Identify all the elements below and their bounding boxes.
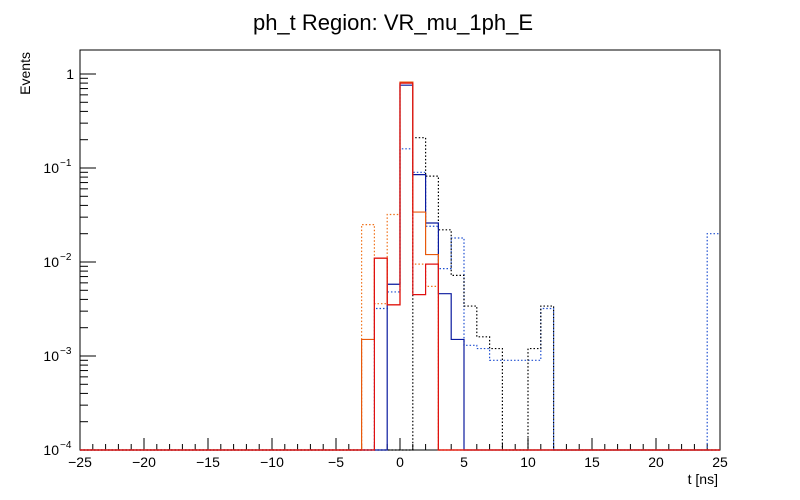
y-axis-ticks: 10 −410 −310 −210 −11 <box>43 66 96 458</box>
x-axis-ticks: −25 −20 −15 −10 −5 0 5 10 15 20 25 <box>68 438 728 470</box>
y-tick-label: 10 <box>43 442 59 458</box>
x-tick-label: 0 <box>396 454 404 470</box>
chart-title: ph_t Region: VR_mu_1ph_E <box>253 10 533 35</box>
x-tick-label: 10 <box>520 454 536 470</box>
series-layer <box>80 81 720 451</box>
histogram-bin <box>515 360 528 450</box>
histogram-bin <box>387 305 400 450</box>
x-tick-label: −15 <box>196 454 220 470</box>
y-tick-exponent: −4 <box>60 440 72 451</box>
y-tick-exponent: −3 <box>60 346 72 357</box>
histogram-bin <box>464 306 477 450</box>
x-tick-label: −10 <box>260 454 284 470</box>
histogram-bin <box>477 337 490 450</box>
x-tick-label: 20 <box>648 454 664 470</box>
histogram-bin <box>541 306 554 450</box>
y-tick-label: 10 <box>43 160 59 176</box>
y-axis-label: Events <box>17 52 33 95</box>
x-axis-label: t [ns] <box>688 471 718 487</box>
histogram-bin <box>451 339 464 450</box>
x-tick-label: 15 <box>584 454 600 470</box>
y-tick-exponent: −2 <box>60 252 72 263</box>
histogram-bin <box>400 83 413 450</box>
y-tick-label: 10 <box>43 348 59 364</box>
y-tick-exponent: −1 <box>60 158 72 169</box>
histogram-bin <box>374 258 387 450</box>
histogram-line <box>80 82 720 451</box>
x-tick-label: 25 <box>712 454 728 470</box>
histogram-bin <box>362 339 375 450</box>
y-tick-label: 10 <box>43 254 59 270</box>
histogram-bin <box>426 264 439 450</box>
histogram-bin <box>438 294 451 450</box>
series-red-solid <box>80 82 720 451</box>
x-tick-label: −20 <box>132 454 156 470</box>
histogram-bin <box>502 360 515 450</box>
x-tick-label: −25 <box>68 454 92 470</box>
histogram-bin <box>413 295 426 450</box>
y-tick-label: 1 <box>66 66 74 82</box>
x-tick-label: 5 <box>460 454 468 470</box>
histogram-bin <box>528 349 541 450</box>
histogram-bin <box>707 234 720 450</box>
x-tick-label: −5 <box>328 454 344 470</box>
histogram-bin <box>490 349 503 450</box>
